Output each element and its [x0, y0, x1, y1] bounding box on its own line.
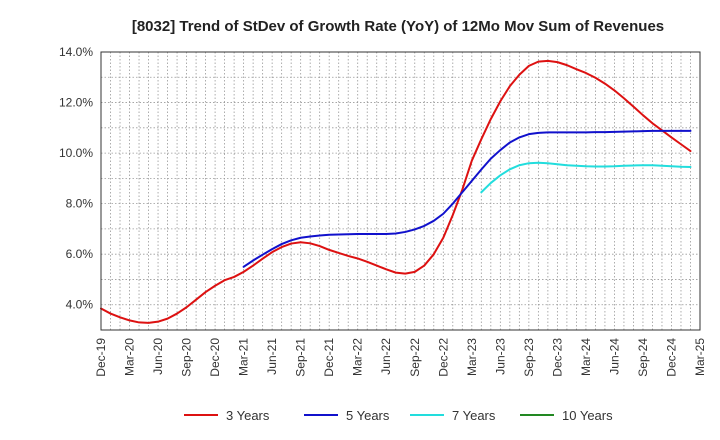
x-tick-label: Sep-21: [294, 338, 308, 377]
series-lines: [100, 59, 692, 324]
y-tick-label: 10.0%: [59, 146, 93, 160]
series-line-7-years: [480, 161, 692, 194]
x-tick-label: Dec-21: [322, 338, 336, 377]
x-axis-ticks: Dec-19 Mar-20 Jun-20 Sep-20 Dec-20 Mar-21 Jun-…: [94, 338, 707, 377]
legend-label: 7 Years: [452, 408, 496, 423]
x-tick-label: Mar-24: [579, 338, 593, 376]
x-tick-label: Jun-20: [151, 338, 165, 375]
x-tick-label: Dec-19: [94, 338, 108, 377]
x-tick-label: Mar-21: [237, 338, 251, 376]
x-tick-label: Sep-22: [408, 338, 422, 377]
x-tick-label: Mar-25: [693, 338, 707, 376]
x-tick-label: Mar-22: [351, 338, 365, 376]
legend-label: 10 Years: [562, 408, 613, 423]
x-tick-label: Jun-24: [607, 338, 621, 375]
x-tick-label: Jun-21: [265, 338, 279, 375]
y-tick-label: 6.0%: [66, 247, 94, 261]
x-tick-label: Dec-23: [550, 338, 564, 377]
x-tick-label: Dec-20: [208, 338, 222, 377]
grid: [101, 51, 700, 331]
series-line-5-years: [242, 129, 692, 268]
y-axis-ticks: 4.0% 6.0% 8.0% 10.0% 12.0% 14.0%: [59, 45, 93, 312]
x-tick-label: Mar-23: [465, 338, 479, 376]
legend-label: 3 Years: [226, 408, 270, 423]
y-tick-label: 4.0%: [66, 298, 94, 312]
x-tick-label: Jun-22: [379, 338, 393, 375]
legend: 3 Years 5 Years 7 Years 10 Years: [184, 408, 613, 423]
chart-title: [8032] Trend of StDev of Growth Rate (Yo…: [132, 18, 664, 35]
x-tick-label: Mar-20: [123, 338, 137, 376]
x-tick-label: Sep-23: [522, 338, 536, 377]
plot-frame: [100, 51, 701, 331]
x-tick-label: Dec-24: [664, 338, 678, 377]
y-tick-label: 12.0%: [59, 96, 93, 110]
series-line-3-years: [100, 59, 692, 324]
y-tick-label: 14.0%: [59, 45, 93, 59]
x-tick-label: Sep-24: [636, 338, 650, 377]
x-tick-label: Sep-20: [180, 338, 194, 377]
x-tick-label: Jun-23: [493, 338, 507, 375]
y-tick-label: 8.0%: [66, 197, 94, 211]
legend-label: 5 Years: [346, 408, 390, 423]
x-tick-label: Dec-22: [436, 338, 450, 377]
